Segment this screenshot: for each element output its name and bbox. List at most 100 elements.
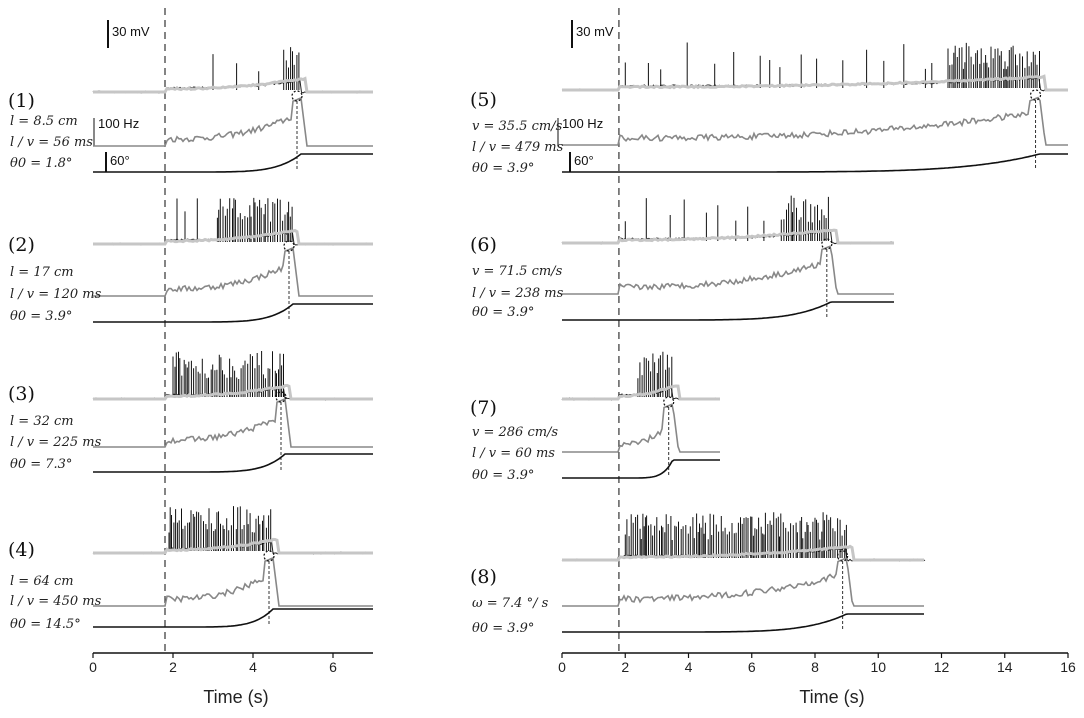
peak-marker [837,550,849,562]
x-axis-title: Time (s) [203,687,268,707]
angular-size-trace [562,153,1068,173]
peak-marker [1029,89,1042,101]
trial-parameter: l / v = 450 ms [10,594,102,609]
peak-marker [291,90,303,102]
angle-scale-label: 60° [574,153,594,168]
angular-size-trace [562,459,720,479]
firing-rate-trace [562,245,894,295]
firing-rate-trace [93,397,373,448]
trial-parameter: l = 17 cm [10,265,74,280]
trial-parameter: v = 35.5 cm/s [472,119,563,134]
trial-row [92,351,373,473]
x-tick-label: 16 [1060,659,1076,675]
angular-size-trace [562,301,894,321]
trial-parameter: l / v = 225 ms [10,435,102,450]
trial-label: (1) [8,90,35,112]
firing-rate-trace [562,557,924,607]
smoothed-potential [93,537,373,555]
smoothed-potential [562,74,1068,92]
trial-parameter: θ0 = 3.9° [472,621,534,636]
voltage-scale-label: 30 mV [112,24,150,39]
trial-parameter: l / v = 120 ms [10,287,102,302]
firing-rate-trace [93,96,373,147]
trial-row [561,512,926,633]
trial-parameter: θ0 = 7.3° [10,457,72,472]
trial-parameter: θ0 = 14.5° [10,617,81,632]
spike-raster [172,351,284,397]
firing-rate-trace [93,246,373,297]
peak-marker [821,238,833,250]
x-tick-label: 4 [249,659,257,675]
spike-raster [176,197,293,242]
smoothed-potential [93,383,373,401]
trial-label: (5) [470,89,497,111]
trial-parameter: v = 286 cm/s [472,425,558,440]
left-column: 30 mV 100 Hz 60° (1) l = 8.5 cm l / v = 56 ms… [8,8,373,707]
trial-parameter: l / v = 60 ms [472,446,555,461]
x-tick-label: 10 [870,659,886,675]
trial-row [93,197,373,323]
peak-marker [263,550,275,562]
trial-parameter: θ0 = 3.9° [10,309,72,324]
rate-scale-label: 100 Hz [98,116,139,131]
x-tick-label: 0 [558,659,566,675]
trial-parameter: θ0 = 1.8° [10,156,72,171]
trial-parameter: ω = 7.4 °/ s [472,596,549,611]
smoothed-potential [562,384,720,401]
trial-row [561,42,1068,173]
smoothed-potential [93,76,373,94]
trial-parameter: l / v = 238 ms [472,286,564,301]
trial-parameter: l = 32 cm [10,414,74,429]
trial-parameter: θ0 = 3.9° [472,468,534,483]
trial-parameter: l / v = 56 ms [10,135,93,150]
peak-marker [663,396,675,408]
trial-label: (7) [470,397,497,419]
x-tick-label: 2 [169,659,177,675]
peak-marker [275,391,287,403]
spike-raster [624,512,847,558]
voltage-scale-label: 30 mV [576,24,614,39]
x-tick-label: 8 [811,659,819,675]
x-tick-label: 6 [748,659,756,675]
trial-parameter: θ0 = 3.9° [472,161,534,176]
trial-label: (8) [470,566,497,588]
peak-marker [283,240,295,252]
trial-row [561,351,720,479]
right-column: 30 mV 100 Hz 60° (5) v = 35.5 cm/s l / v = 47… [470,8,1076,707]
x-tick-label: 4 [685,659,693,675]
trial-label: (2) [8,234,35,256]
smoothed-potential [562,228,894,245]
smoothed-potential [562,544,924,562]
trial-row [561,195,894,321]
trial-label: (4) [8,539,35,561]
trial-parameter: l = 64 cm [10,574,74,589]
trial-label: (3) [8,383,35,405]
trial-parameter: v = 71.5 cm/s [472,264,563,279]
trial-parameter: l / v = 479 ms [472,140,564,155]
angle-scale-label: 60° [110,153,130,168]
trial-row [92,47,373,173]
x-tick-label: 6 [329,659,337,675]
trial-parameter: θ0 = 3.9° [472,305,534,320]
x-tick-label: 0 [89,659,97,675]
x-tick-label: 12 [934,659,950,675]
angular-size-trace [93,453,373,473]
angular-size-trace [562,613,924,633]
angular-size-trace [93,303,373,323]
trial-parameter: l = 8.5 cm [10,114,78,129]
spike-raster [637,351,673,397]
rate-scale-label: 100 Hz [562,116,603,131]
trial-label: (6) [470,234,497,256]
smoothed-potential [93,228,373,246]
trial-row [92,506,373,628]
firing-rate-trace [562,403,720,453]
spike-raster [624,195,829,241]
firing-rate-trace [562,96,1068,146]
spike-raster [168,506,272,551]
angular-size-trace [93,153,373,173]
x-tick-label: 2 [621,659,629,675]
angular-size-trace [93,608,373,628]
x-axis-title: Time (s) [799,687,864,707]
x-tick-label: 14 [997,659,1013,675]
